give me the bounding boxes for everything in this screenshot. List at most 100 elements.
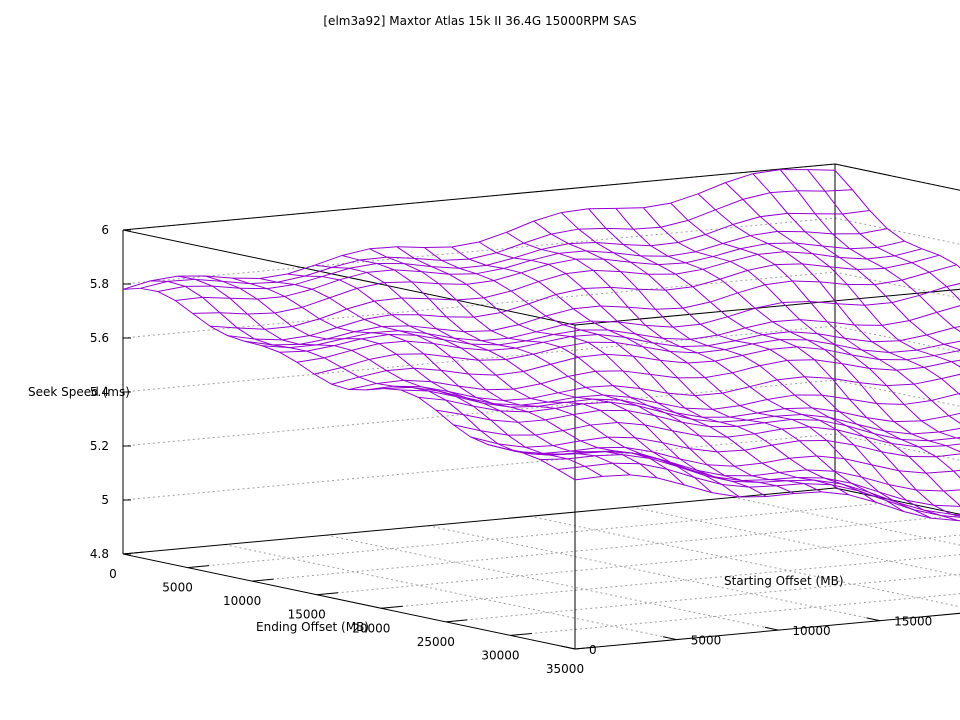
mesh-segment [346, 308, 365, 320]
mesh-segment [721, 483, 750, 488]
mesh-segment [622, 454, 650, 459]
mesh-segment [401, 297, 420, 316]
mesh-segment [309, 327, 337, 337]
mesh-segment [915, 489, 934, 506]
mesh-segment [376, 379, 404, 385]
mesh-segment [376, 383, 394, 387]
mesh-segment [493, 280, 512, 292]
mesh-segment [801, 413, 830, 418]
x-tick-label: 10000 [223, 594, 261, 608]
mesh-segment [552, 445, 571, 452]
grid-line-x [187, 501, 900, 569]
mesh-segment [364, 318, 382, 327]
mesh-segment [555, 294, 574, 310]
mesh-segment [740, 243, 768, 250]
mesh-segment [485, 389, 504, 401]
mesh-segment [354, 325, 382, 333]
mesh-segment [829, 266, 848, 285]
mesh-segment [764, 418, 792, 424]
mesh-segment [177, 275, 196, 280]
mesh-segment [662, 337, 691, 340]
mesh-segment [462, 414, 482, 432]
mesh-segment [730, 260, 748, 271]
mesh-segment [956, 436, 960, 439]
mesh-segment [455, 395, 484, 404]
mesh-segment [323, 357, 342, 368]
mesh-segment [259, 277, 278, 283]
mesh-segment [911, 433, 930, 442]
mesh-segment [819, 419, 847, 427]
mesh-segment [291, 326, 310, 337]
axis-edge [834, 163, 960, 191]
mesh-segment [650, 373, 678, 379]
mesh-segment [647, 273, 666, 291]
mesh-segment [670, 193, 699, 204]
mesh-segment [349, 263, 377, 269]
mesh-segment [826, 321, 845, 339]
mesh-segment [194, 278, 213, 287]
mesh-segment [583, 286, 611, 290]
mesh-segment [468, 252, 497, 260]
mesh-segment [634, 437, 653, 453]
mesh-segment [277, 275, 305, 283]
mesh-segment [418, 314, 447, 318]
tick-labels: 0 5000 10000 15000 20000 25000 30000 35000 0 5000… [90, 223, 932, 676]
x-tick-label: 30000 [481, 648, 519, 662]
mesh-segment [505, 353, 534, 360]
mesh-segment [655, 307, 683, 310]
mesh-segment [438, 283, 457, 301]
mesh-segment [421, 271, 440, 285]
mesh-segment [884, 267, 903, 281]
mesh-segment [622, 370, 651, 375]
mesh-segment [776, 485, 795, 494]
mesh-segment [520, 401, 549, 406]
mesh-segment [570, 447, 598, 452]
mesh-segment [744, 327, 763, 336]
mesh-segment [839, 257, 858, 270]
mesh-segment [533, 212, 562, 222]
mesh-segment [613, 252, 631, 263]
mesh-segment [507, 434, 526, 448]
mesh-segment [717, 334, 736, 342]
mesh-segment [368, 353, 397, 360]
mesh-segment [513, 257, 532, 261]
mesh-segment [734, 462, 762, 467]
mesh-segment [801, 414, 820, 421]
mesh-segment [766, 492, 795, 498]
mesh-segment [326, 331, 355, 340]
mesh-segment [620, 271, 649, 275]
mesh-segment [878, 491, 897, 503]
mesh-segment [923, 366, 942, 380]
mesh-segment [929, 264, 957, 273]
mesh-segment [811, 407, 830, 418]
mesh-segment [652, 451, 671, 463]
mesh-segment [856, 423, 885, 432]
mesh-segment [903, 404, 922, 422]
mesh-segment [209, 325, 238, 329]
mesh-segment [473, 312, 502, 318]
mesh-segment [542, 450, 571, 454]
mesh-segment [672, 430, 700, 437]
mesh-segment [794, 394, 813, 409]
mesh-segment [617, 321, 636, 335]
mesh-segment [478, 231, 507, 243]
mesh-segment [627, 306, 646, 326]
mesh-segment [630, 261, 649, 275]
mesh-segment [926, 470, 954, 474]
mesh-segment [786, 359, 805, 378]
mesh-segment [493, 272, 522, 282]
mesh-segment [769, 346, 798, 350]
mesh-segment [772, 321, 791, 333]
mesh-segment [426, 332, 444, 341]
mesh-segment [886, 500, 914, 511]
mesh-segment [539, 459, 558, 470]
mesh-segment [660, 359, 688, 364]
mesh-segment [598, 334, 626, 338]
mesh-segment [666, 468, 685, 486]
mesh-segment [316, 344, 335, 347]
mesh-segment [705, 224, 734, 236]
mesh-segment [879, 359, 897, 371]
mesh-segment [244, 340, 263, 347]
mesh-segment [836, 429, 865, 437]
mesh-segment [435, 409, 454, 426]
